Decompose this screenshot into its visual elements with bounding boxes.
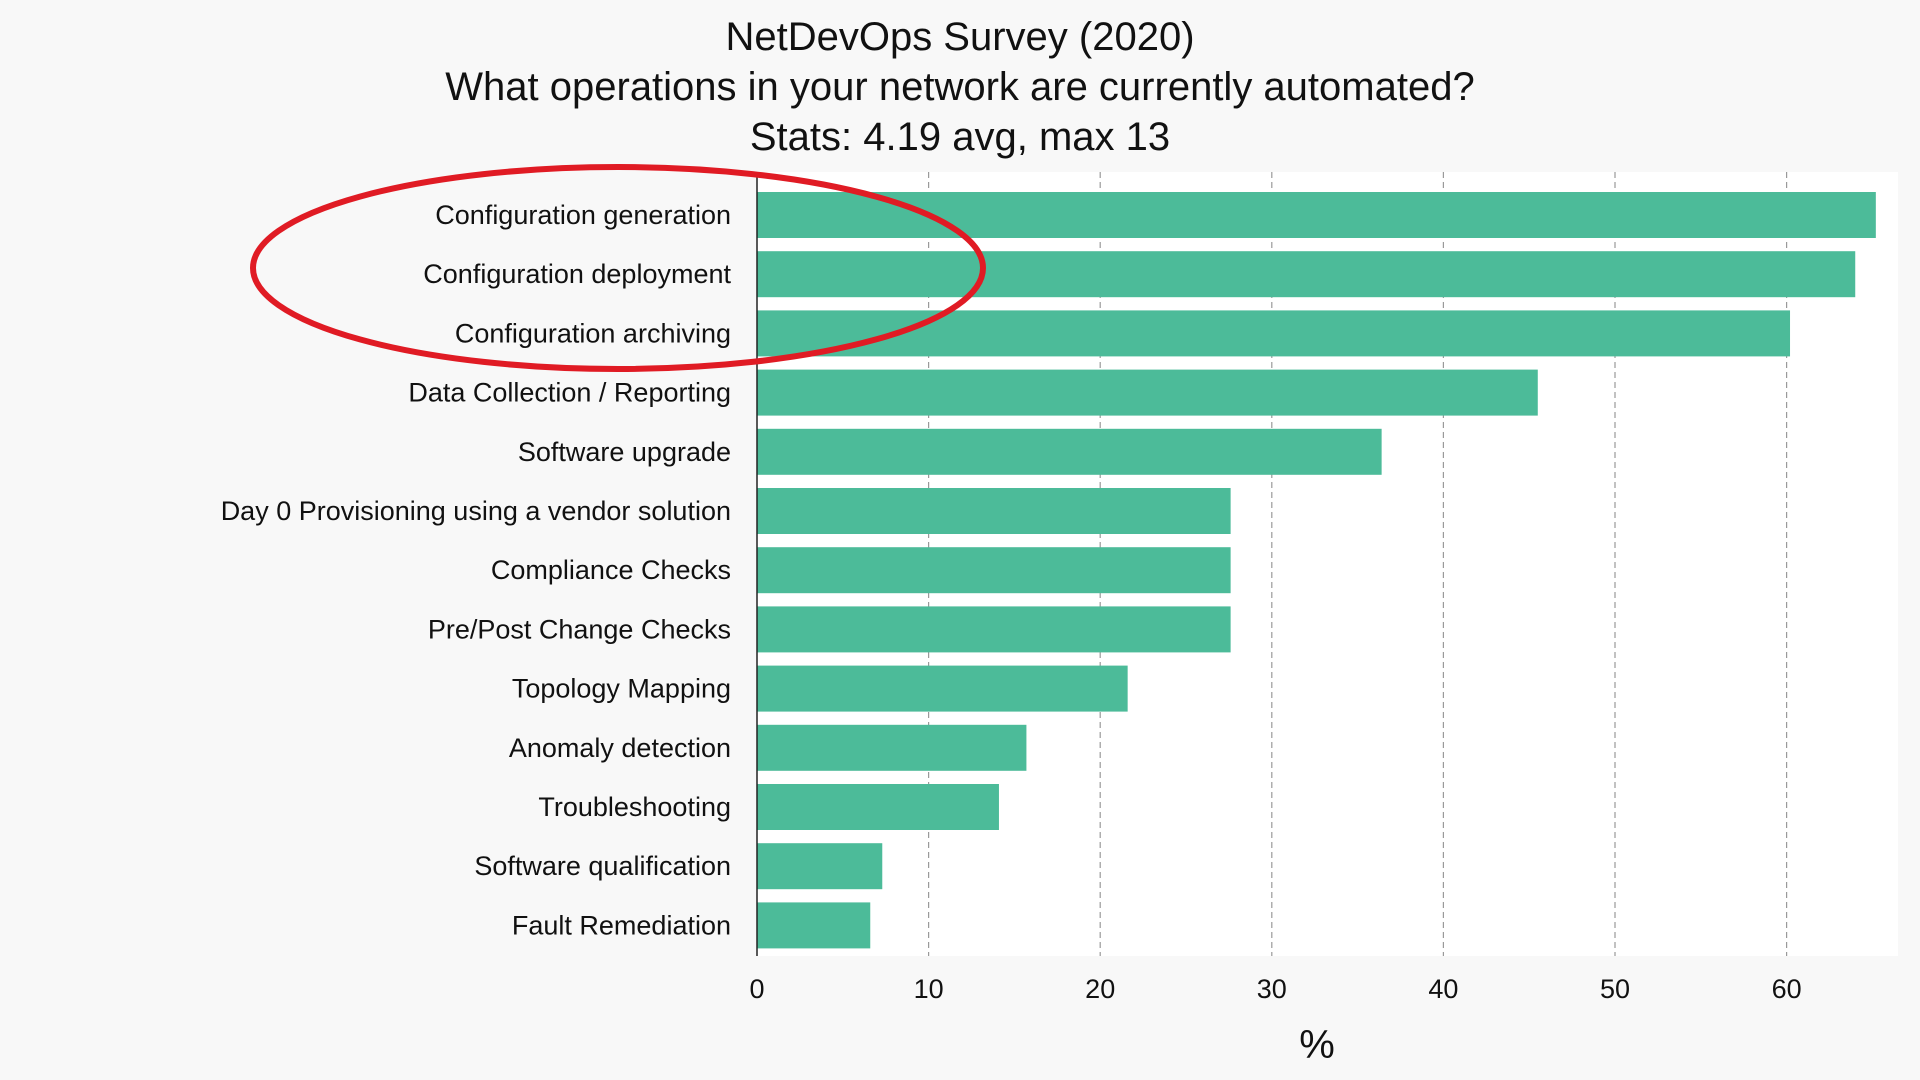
bar	[757, 251, 1856, 298]
category-label: Pre/Post Change Checks	[428, 614, 731, 644]
x-tick-label: 20	[1085, 974, 1115, 1004]
category-label: Configuration deployment	[423, 259, 731, 289]
x-tick-label: 10	[914, 974, 944, 1004]
bar	[757, 784, 999, 830]
bar	[757, 428, 1382, 475]
category-label: Configuration generation	[435, 200, 731, 230]
category-label: Data Collection / Reporting	[408, 378, 731, 408]
bar	[757, 843, 883, 890]
category-label: Software upgrade	[518, 437, 731, 467]
bar	[757, 665, 1128, 712]
highlight-ellipse	[250, 164, 986, 372]
x-tick-label: 60	[1772, 974, 1802, 1004]
category-label: Compliance Checks	[491, 555, 731, 585]
x-tick-label: 0	[749, 974, 764, 1004]
category-label: Troubleshooting	[538, 792, 731, 822]
bar	[757, 310, 1791, 357]
bar	[757, 724, 1027, 771]
chart-title-line-3: Stats: 4.19 avg, max 13	[749, 115, 1171, 159]
bar	[757, 369, 1538, 416]
category-label: Day 0 Provisioning using a vendor soluti…	[221, 496, 731, 526]
category-label: Configuration archiving	[455, 318, 731, 348]
category-label: Anomaly detection	[509, 733, 731, 763]
x-tick-label: 30	[1257, 974, 1287, 1004]
category-label: Software qualification	[474, 851, 731, 881]
chart-title: NetDevOps Survey (2020) What operations …	[0, 12, 1920, 162]
chart-title-line-2: What operations in your network are curr…	[445, 65, 1475, 109]
x-tick-label: 40	[1428, 974, 1458, 1004]
x-axis-label: %	[1299, 1023, 1335, 1067]
bar	[757, 606, 1231, 653]
category-label: Topology Mapping	[512, 674, 731, 704]
category-label: Fault Remediation	[512, 910, 731, 940]
bar	[757, 547, 1231, 594]
bar	[757, 902, 871, 949]
chart-title-line-1: NetDevOps Survey (2020)	[725, 15, 1195, 59]
x-tick-label: 50	[1600, 974, 1630, 1004]
bar	[757, 192, 1876, 238]
bar	[757, 488, 1231, 534]
